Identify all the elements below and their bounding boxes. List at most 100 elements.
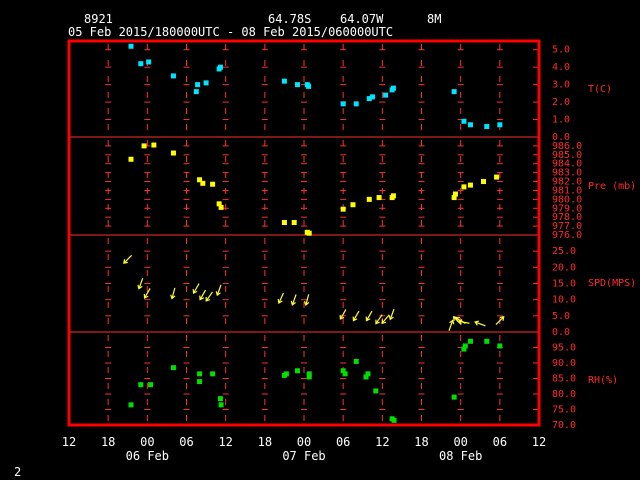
wind-arrow-shaft xyxy=(448,320,454,331)
wind-arrow-head xyxy=(290,300,296,306)
pressure-point xyxy=(210,181,216,187)
temperature-point xyxy=(146,59,152,65)
panel-label-wind: SPD(MPS) xyxy=(588,278,636,289)
station-latitude: 64.78S xyxy=(268,12,311,26)
pressure-point xyxy=(366,196,372,202)
temperature-point xyxy=(353,101,359,107)
panel-label-relative_humidity: RH(%) xyxy=(588,375,618,386)
wind-arrow-head xyxy=(352,316,358,322)
wind-arrow-shaft xyxy=(144,288,151,299)
wind-arrow-head xyxy=(339,314,345,320)
wind-arrow xyxy=(448,319,455,331)
y-tick-label: 95.0 xyxy=(552,343,576,354)
pressure-point xyxy=(481,179,487,185)
page-number: 2 xyxy=(14,465,21,479)
relative_humidity-point xyxy=(148,382,154,388)
wind-arrow xyxy=(290,294,297,306)
y-tick-label: 984.0 xyxy=(552,159,582,170)
relative_humidity-point xyxy=(294,368,300,374)
station-id: 8921 xyxy=(84,12,113,26)
relative_humidity-point xyxy=(170,365,176,371)
wind-arrow xyxy=(303,294,310,307)
y-tick-label: 981.0 xyxy=(552,185,582,196)
x-tick-label: 00 xyxy=(453,435,467,449)
wind-arrow xyxy=(339,309,347,320)
y-tick-label: 2.0 xyxy=(552,97,570,108)
pressure-point xyxy=(216,201,222,207)
pressure-point xyxy=(376,195,382,201)
wind-arrow-shaft xyxy=(193,283,200,294)
temperature-point xyxy=(170,73,176,79)
temperature-point xyxy=(203,80,209,86)
temperature-point xyxy=(217,64,223,70)
wind-arrow-head xyxy=(123,259,128,264)
wind-arrow-head xyxy=(388,315,394,321)
relative_humidity-point xyxy=(391,417,397,423)
x-tick-label: 06 xyxy=(179,435,193,449)
wind-arrow xyxy=(381,314,390,325)
y-tick-label: 980.0 xyxy=(552,194,582,205)
wind-arrow-head xyxy=(303,301,310,307)
data-marks xyxy=(123,43,505,423)
x-tick-label: 06 xyxy=(493,435,507,449)
relative_humidity-point xyxy=(373,388,379,394)
y-tick-label: 25.0 xyxy=(552,246,576,257)
relative_humidity-point xyxy=(128,402,134,408)
wind-arrow-head xyxy=(143,293,149,299)
wind-arrow-shaft xyxy=(474,321,486,327)
wind-arrow-shaft xyxy=(366,310,373,321)
relative_humidity-point xyxy=(462,343,468,349)
pressure-point xyxy=(128,156,134,162)
wind-arrow-head xyxy=(277,298,283,304)
pressure-point xyxy=(291,220,297,226)
y-tick-label: 80.0 xyxy=(552,389,576,400)
wind-arrow-head xyxy=(199,295,204,301)
wind-arrow-shaft xyxy=(199,289,207,300)
wind-arrow xyxy=(205,291,213,302)
wind-arrow xyxy=(375,314,383,325)
relative_humidity-point xyxy=(283,371,289,377)
x-tick-label: 18 xyxy=(258,435,272,449)
temperature-point xyxy=(390,85,396,91)
pressure-point xyxy=(452,191,458,197)
wind-arrow-head xyxy=(454,317,460,322)
y-tick-label: 979.0 xyxy=(552,203,582,214)
wind-arrow-head xyxy=(449,319,455,325)
pressure-point xyxy=(306,230,312,236)
panel-label-pressure: Pre (mb) xyxy=(588,181,636,192)
y-tick-label: 20.0 xyxy=(552,262,576,273)
pressure-point xyxy=(461,184,467,190)
y-tick-label: 10.0 xyxy=(552,295,576,306)
wind-arrow-shaft xyxy=(458,320,470,324)
temperature-point xyxy=(383,92,389,98)
plot-grid xyxy=(69,44,539,426)
relative_humidity-point xyxy=(451,394,457,400)
pressure-point xyxy=(141,143,147,149)
wind-arrow xyxy=(365,310,373,322)
relative_humidity-point xyxy=(467,338,473,344)
relative_humidity-point xyxy=(306,374,312,380)
wind-arrow-shaft xyxy=(278,292,285,304)
y-tick-label: 5.0 xyxy=(552,311,570,322)
relative_humidity-point xyxy=(217,396,223,402)
y-tick-label: 5.0 xyxy=(552,45,570,56)
x-tick-label: 06 xyxy=(336,435,350,449)
wind-arrow xyxy=(123,254,133,264)
x-tick-label: 00 xyxy=(297,435,311,449)
temperature-point xyxy=(193,89,199,95)
x-tick-label: 12 xyxy=(218,435,232,449)
wind-arrow-shaft xyxy=(216,284,222,296)
x-day-label: 06 Feb xyxy=(126,449,169,463)
wind-arrow-shaft xyxy=(305,294,310,306)
relative_humidity-point xyxy=(340,368,346,374)
relative_humidity-point xyxy=(197,379,203,385)
wind-arrow-head xyxy=(137,284,143,290)
y-tick-label: 3.0 xyxy=(552,80,570,91)
y-tick-label: 983.0 xyxy=(552,168,582,179)
pressure-point xyxy=(390,193,396,199)
relative_humidity-point xyxy=(365,371,371,377)
wind-arrow xyxy=(457,319,470,325)
y-tick-label: 75.0 xyxy=(552,405,576,416)
y-tick-label: 90.0 xyxy=(552,358,576,369)
